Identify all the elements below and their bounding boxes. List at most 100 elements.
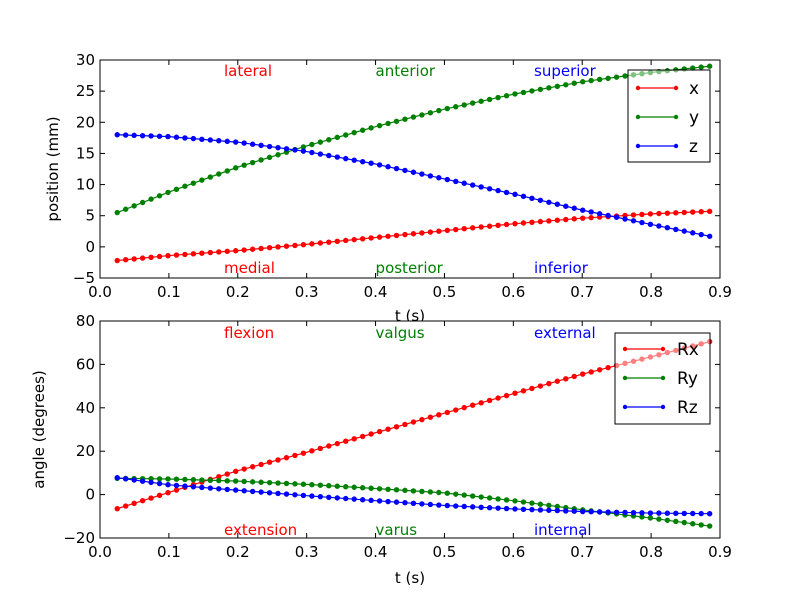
data-point-Ry	[529, 500, 535, 506]
data-point-Ry	[673, 518, 679, 525]
data-point-Ry	[706, 523, 713, 529]
data-point-z	[520, 193, 527, 199]
data-point-z	[512, 191, 518, 198]
annotation-bottom: medial	[224, 259, 275, 277]
data-point-Rx	[402, 421, 408, 428]
data-point-Rz	[334, 495, 340, 501]
data-point-z	[351, 157, 357, 163]
data-point-Ry	[165, 476, 171, 482]
data-point-Ry	[309, 482, 315, 488]
x-tick-label: 0.9	[708, 283, 732, 301]
data-point-y	[266, 154, 273, 161]
data-point-x	[165, 252, 171, 259]
data-point-Ry	[317, 482, 324, 488]
legend-label-Rx: Rx	[677, 340, 699, 360]
data-point-Ry	[385, 486, 391, 493]
data-point-x	[258, 245, 264, 252]
data-point-y	[207, 174, 214, 180]
data-point-Rx	[241, 466, 247, 472]
data-point-Ry	[486, 495, 493, 501]
data-point-Ry	[512, 498, 518, 504]
data-point-y	[495, 94, 501, 101]
annotation-top: superior	[534, 62, 597, 80]
data-point-y	[334, 134, 340, 141]
data-point-Rx	[368, 431, 374, 437]
data-point-x	[673, 210, 679, 216]
data-point-Ry	[241, 478, 247, 485]
data-point-x	[529, 219, 535, 225]
data-point-z	[385, 164, 391, 170]
data-point-Rz	[266, 490, 273, 496]
data-point-Ry	[173, 476, 180, 482]
annotation-bottom: inferior	[534, 259, 589, 277]
data-point-Rz	[630, 509, 637, 516]
data-point-Rx	[393, 424, 400, 430]
data-point-Ry	[249, 479, 256, 485]
data-point-y	[376, 122, 383, 129]
data-point-Rx	[233, 468, 239, 475]
data-point-Rz	[241, 488, 247, 494]
data-point-Rx	[376, 428, 383, 435]
x-tick-label: 0.4	[364, 283, 388, 301]
data-point-Ry	[393, 487, 400, 493]
data-point-Rz	[554, 507, 561, 514]
data-point-z	[461, 180, 467, 186]
data-point-Rx	[520, 388, 527, 394]
data-point-Rz	[580, 508, 586, 515]
data-point-z	[453, 178, 459, 185]
data-point-z	[580, 207, 586, 213]
data-point-z	[613, 214, 620, 220]
data-point-y	[199, 177, 205, 183]
data-point-x	[698, 209, 704, 215]
data-point-Rz	[681, 510, 687, 517]
data-point-y	[233, 165, 239, 171]
data-point-y	[529, 88, 535, 94]
data-point-y	[613, 74, 620, 80]
data-point-z	[139, 132, 146, 139]
data-point-Rz	[563, 508, 569, 514]
data-point-z	[190, 135, 197, 142]
data-point-Ry	[207, 477, 214, 483]
data-point-Ry	[419, 488, 425, 495]
x-tick-label: 0.7	[570, 543, 594, 561]
data-point-x	[292, 242, 298, 249]
annotation-top: flexion	[224, 324, 274, 342]
data-point-x	[664, 210, 671, 216]
data-point-Rx	[156, 492, 163, 499]
data-point-x	[563, 216, 569, 223]
x-tick-label: 0.9	[708, 543, 732, 561]
data-point-x	[461, 225, 467, 232]
data-point-z	[359, 158, 366, 165]
data-point-Rz	[453, 503, 459, 509]
legend-marker	[673, 85, 679, 91]
data-point-y	[224, 168, 230, 174]
data-point-y	[317, 139, 324, 145]
data-point-z	[664, 225, 671, 231]
data-point-z	[622, 216, 628, 222]
data-point-z	[478, 184, 484, 190]
data-point-z	[165, 133, 171, 140]
data-point-y	[326, 137, 332, 143]
data-point-y	[156, 193, 163, 199]
data-point-y	[258, 157, 264, 163]
data-point-z	[292, 147, 298, 153]
data-point-Rx	[266, 459, 273, 465]
data-point-x	[647, 211, 654, 217]
annotation-top: external	[534, 324, 596, 342]
y-tick-label: −20	[63, 529, 95, 547]
legend-marker	[660, 404, 666, 410]
data-point-Rx	[495, 395, 501, 401]
annotation-top: valgus	[376, 324, 425, 342]
data-point-x	[385, 233, 391, 239]
data-point-Rx	[249, 464, 256, 470]
legend-marker	[635, 85, 641, 91]
data-point-z	[402, 167, 408, 174]
data-point-Ry	[664, 517, 671, 523]
y-axis-label: position (mm)	[44, 116, 62, 221]
data-point-Rx	[453, 407, 459, 413]
data-point-x	[199, 250, 205, 256]
x-tick-label: 0.0	[88, 543, 112, 561]
data-point-Rz	[359, 497, 366, 503]
data-point-x	[131, 256, 137, 262]
data-point-x	[453, 226, 459, 233]
